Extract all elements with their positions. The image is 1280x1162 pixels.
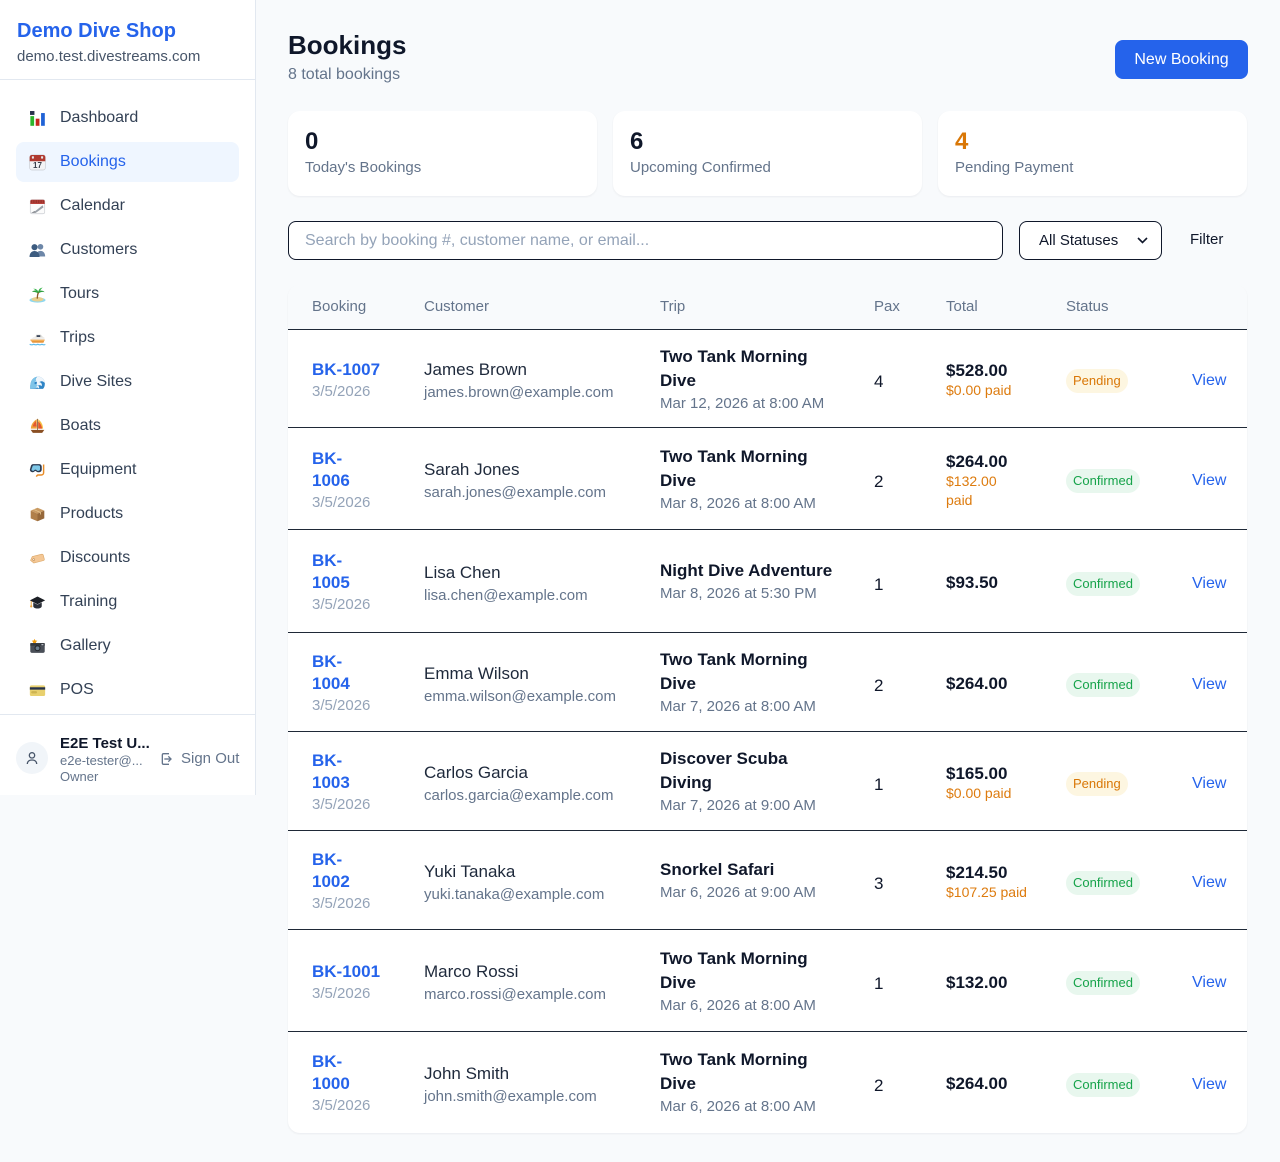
svg-text:17: 17 — [33, 160, 42, 169]
